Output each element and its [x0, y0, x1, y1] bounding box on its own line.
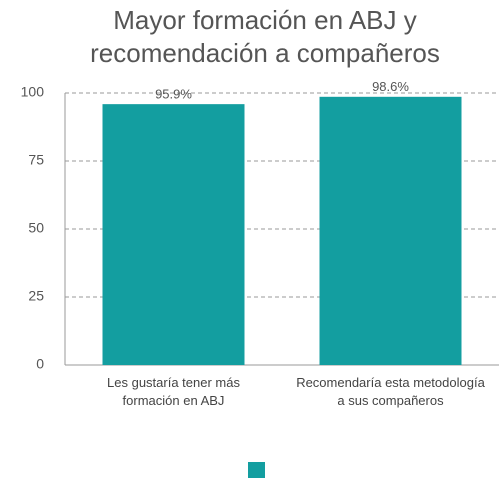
- value-label: 95.9%: [155, 87, 192, 102]
- y-tick-label: 100: [21, 84, 45, 100]
- y-tick-label: 25: [28, 288, 44, 304]
- x-tick-label: Les gustaría tener más formación en ABJ: [107, 375, 240, 408]
- value-label: 98.6%: [372, 79, 409, 94]
- bar: [102, 104, 245, 365]
- y-tick-label: 0: [36, 356, 44, 372]
- chart-title: Mayor formación en ABJ y: [113, 5, 416, 35]
- legend-swatch: [248, 462, 265, 478]
- x-tick-label: Recomendaría esta metodología a sus comp…: [296, 375, 485, 408]
- bar: [319, 96, 462, 366]
- chart-title: recomendación a compañeros: [90, 38, 440, 68]
- y-tick-label: 50: [28, 220, 44, 236]
- y-tick-label: 75: [28, 152, 44, 168]
